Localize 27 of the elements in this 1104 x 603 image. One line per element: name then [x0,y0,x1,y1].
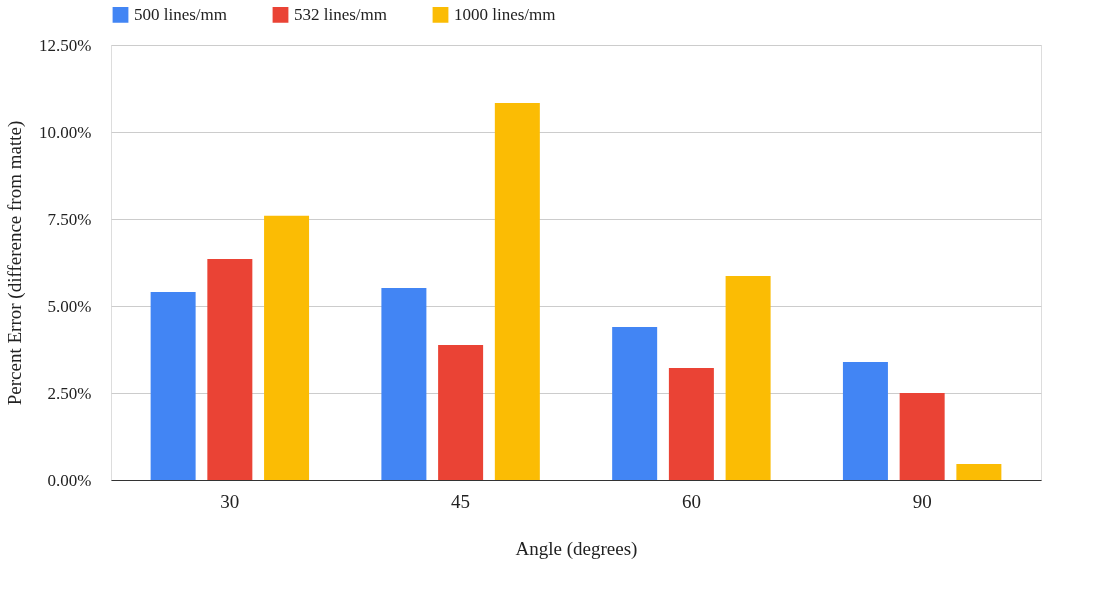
x-tick-label: 45 [451,490,471,512]
bar [956,463,1002,480]
x-axis-title: Angle (degrees) [515,537,638,560]
bar [899,393,945,480]
bar [612,326,658,480]
legend-label: 1000 lines/mm [454,4,556,24]
bar [264,215,310,480]
y-tick-label: 10.00% [39,122,92,142]
y-tick-label: 2.50% [47,383,92,403]
y-tick-label: 5.00% [47,296,92,316]
bar [438,344,484,480]
y-axis-title: Percent Error (difference from matte) [4,120,27,406]
bar [842,362,888,480]
legend-label: 500 lines/mm [134,4,228,24]
bar [207,259,253,480]
bar [668,367,714,480]
x-tick-label: 30 [220,490,240,512]
y-tick-label: 7.50% [47,209,92,229]
y-tick-label: 12.50% [39,35,92,55]
bar [494,103,540,480]
x-tick-label: 60 [681,490,701,512]
bar [150,292,196,480]
x-tick-label: 90 [912,490,932,512]
bar [725,276,771,480]
y-tick-label: 0.00% [47,470,92,490]
bar [381,287,427,480]
legend-label: 532 lines/mm [294,4,388,24]
